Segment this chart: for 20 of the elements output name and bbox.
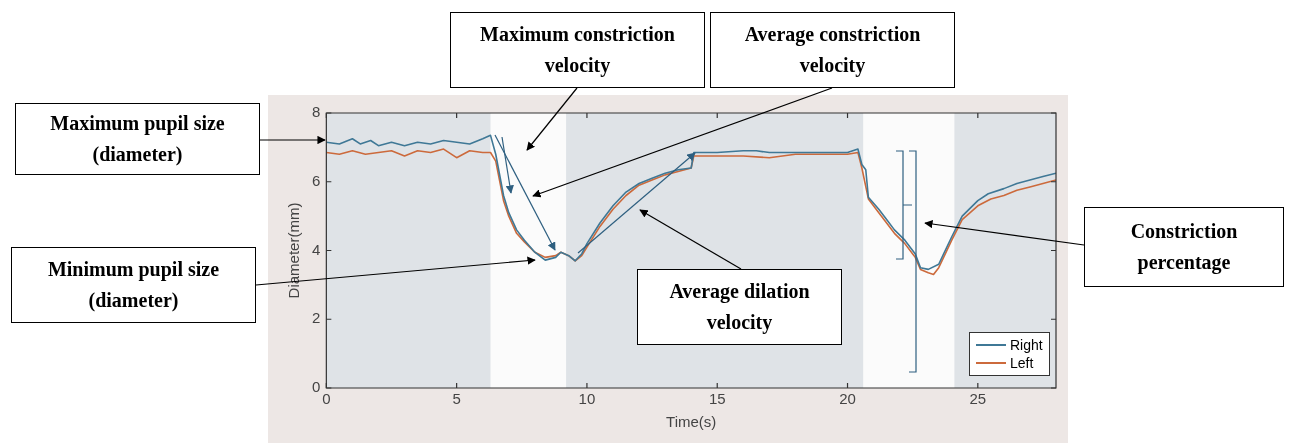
legend-label: Left: [1010, 354, 1034, 372]
x-tick-label: 20: [839, 390, 856, 408]
x-tick-label: 5: [452, 390, 461, 408]
legend-label: Right: [1010, 336, 1043, 354]
callout-box: Maximum pupil size (diameter): [15, 103, 260, 175]
x-tick-label: 15: [708, 390, 726, 408]
y-tick-label: 2: [312, 309, 321, 327]
y-axis-title: Diameter(mm): [285, 202, 303, 299]
y-tick-label: 6: [312, 171, 321, 189]
callout-box: Average dilation velocity: [637, 269, 842, 345]
callout-box: Average constriction velocity: [710, 12, 955, 88]
y-tick-label: 0: [312, 378, 321, 396]
callout-box: Constriction percentage: [1084, 207, 1284, 287]
y-tick-label: 4: [312, 240, 321, 258]
callout-box: Minimum pupil size (diameter): [11, 247, 256, 323]
x-tick-label: 10: [578, 390, 596, 408]
y-tick-label: 8: [312, 103, 321, 121]
x-tick-label: 25: [969, 390, 987, 408]
callout-box: Maximum constriction velocity: [450, 12, 705, 88]
x-axis-title: Time(s): [666, 413, 717, 431]
